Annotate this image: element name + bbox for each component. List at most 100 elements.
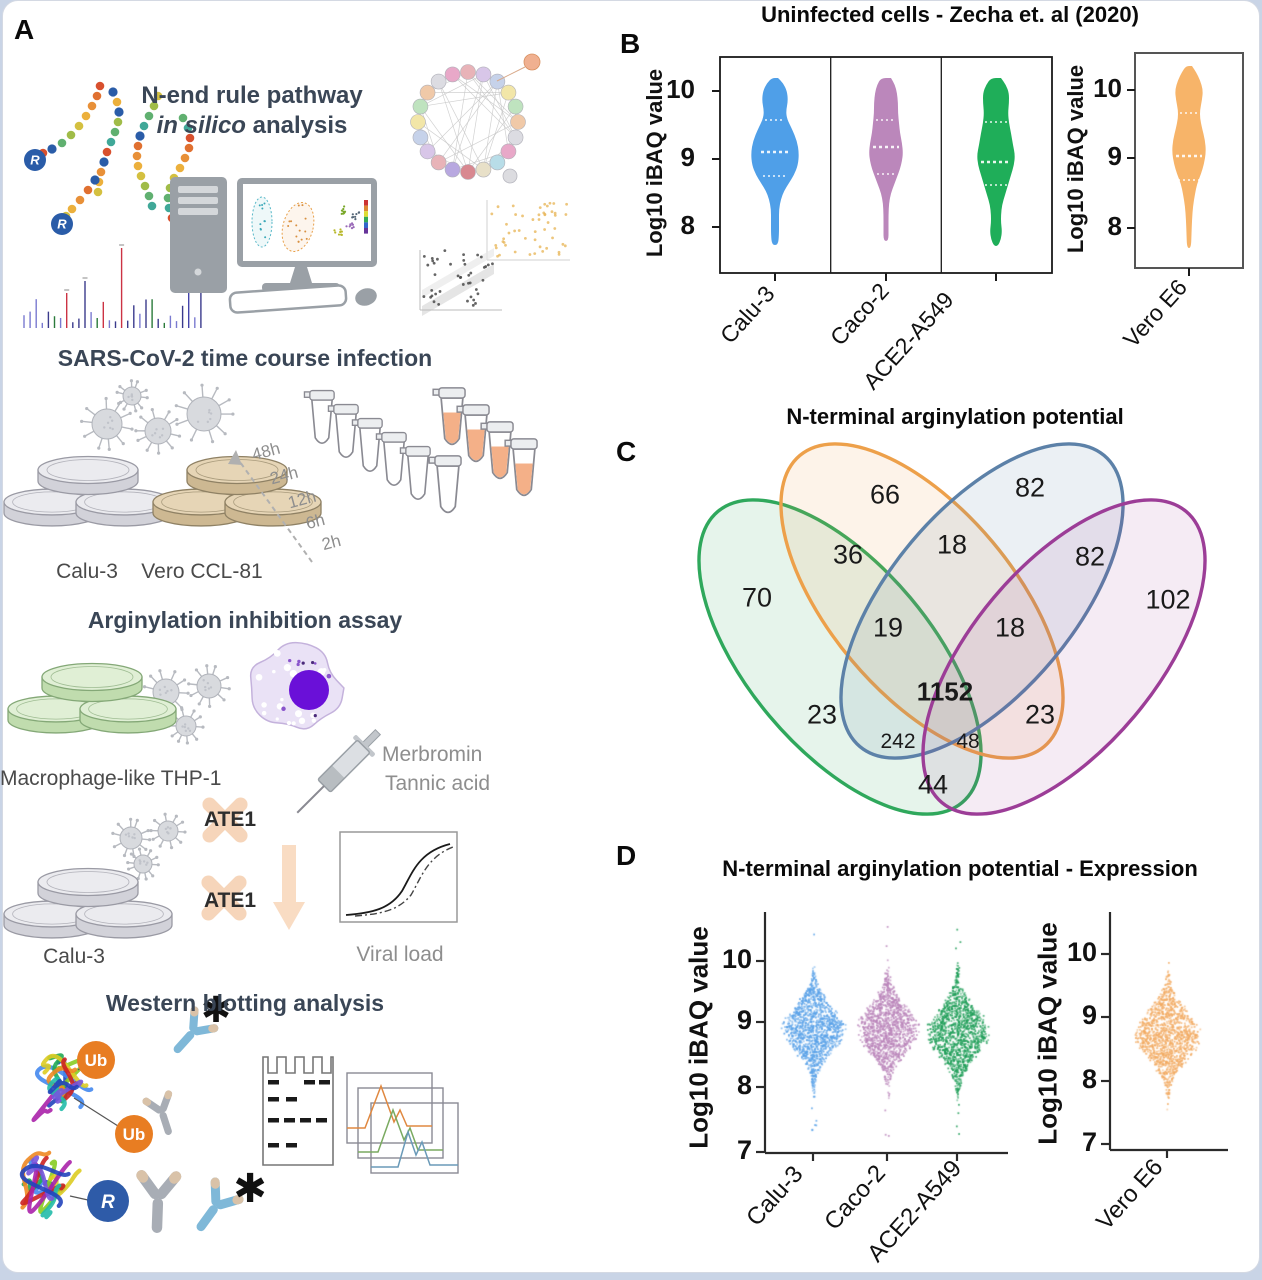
ubiquitin-badge-icon <box>77 1041 115 1079</box>
panel-b-title: Uninfected cells - Zecha et. al (2020) <box>761 2 1139 27</box>
d-ytick-10: 10 <box>721 944 752 974</box>
protein-structure-icons <box>19 1053 94 1220</box>
viral-load-label: Viral load <box>356 943 444 966</box>
insilico-rest: analysis <box>245 112 348 139</box>
virus-icon <box>167 707 205 745</box>
densitometry-traces-icon <box>346 1072 459 1174</box>
venn-count-op: 23 <box>1024 699 1056 730</box>
petri-dish-icon <box>75 488 173 527</box>
panel-d-label: D <box>616 840 637 871</box>
virus-icon <box>187 664 231 708</box>
venn-count-all: 1152 <box>916 676 974 707</box>
r-label: R <box>30 153 40 168</box>
ate1-crossed-out-icon <box>201 797 248 921</box>
ub-label: Ub <box>85 1051 108 1070</box>
thp1-label: Macrophage-like THP-1 <box>0 767 222 790</box>
venn-count-green: 70 <box>741 582 773 613</box>
petri-dish-icon <box>75 900 173 939</box>
antibody-icon <box>136 1170 182 1233</box>
microtube-icon <box>351 417 383 472</box>
microtube-icon <box>303 389 335 444</box>
ate1-label-2: ATE1 <box>203 889 257 912</box>
b-ytick-9: 9 <box>680 142 695 172</box>
ub-label: Ub <box>123 1125 146 1144</box>
venn-count-ob: 18 <box>936 529 968 560</box>
petri-dish-icon <box>224 488 322 527</box>
computer-icon <box>170 177 377 314</box>
gray-scatterplot-icon <box>419 248 502 316</box>
venn-count-go: 36 <box>832 539 864 570</box>
venn-count-orange: 66 <box>869 479 901 510</box>
b-vero-ytick-9: 9 <box>1107 141 1122 171</box>
venn-diagram <box>697 442 1207 816</box>
western-blot-icons: Ub Ub R ✱ ✱ <box>19 989 459 1233</box>
antibody-icon <box>142 1090 173 1136</box>
gel-comb-icon <box>262 1056 334 1166</box>
antibody-icon <box>196 1177 244 1232</box>
petri-dish-stacks-icon <box>3 455 322 939</box>
venn-count-bp: 82 <box>1074 541 1106 572</box>
venn-count-gop: 48 <box>956 730 980 753</box>
virus-particles-icon <box>80 379 235 881</box>
viral-load-curve-icon <box>339 831 458 923</box>
asterisk-icon: ✱ <box>233 1167 267 1211</box>
b-vero-ytick-8: 8 <box>1107 211 1122 241</box>
panel-c-label: C <box>616 436 637 467</box>
virus-icon <box>115 379 149 413</box>
timecourse-arrow-icon <box>228 450 313 563</box>
merbromin-label: Merbromin <box>382 743 483 766</box>
petri-dish-icon <box>79 695 177 734</box>
virus-icon <box>80 396 134 451</box>
microtube-icon <box>327 403 359 458</box>
insilico-subtitle: in silico analysis <box>102 112 402 140</box>
petri-dish-icon <box>186 455 288 496</box>
ubiquitin-badge-icon <box>115 1115 153 1153</box>
orange-scatterplot-icon <box>486 200 570 261</box>
western-title: Western blotting analysis <box>105 990 385 1016</box>
microtube-icon <box>432 387 466 446</box>
virus-icon <box>174 383 235 444</box>
antibody-icon <box>173 1006 219 1054</box>
ate1-label-1: ATE1 <box>203 808 257 831</box>
r-label: R <box>101 1192 115 1213</box>
d-ytick-9: 9 <box>736 1005 752 1035</box>
panel-d-title: N-terminal arginylation potential - Expr… <box>722 856 1198 881</box>
microtube-icon <box>399 445 431 500</box>
venn-count-gb: 23 <box>806 699 838 730</box>
antibody-icons <box>136 1006 244 1233</box>
virus-icon <box>126 847 160 881</box>
venn-count-obp: 18 <box>994 612 1026 643</box>
virus-icon <box>111 817 152 859</box>
protein-network-icon <box>410 53 541 184</box>
violin-plot-panel-b <box>712 52 1244 281</box>
virus-icon <box>142 669 190 716</box>
petri-dish-icon <box>41 662 143 703</box>
tannic-acid-label: Tannic acid <box>385 772 491 795</box>
venn-count-gob: 19 <box>872 612 904 643</box>
violin-shape <box>751 78 799 245</box>
mass-spectrum-icon <box>23 244 204 328</box>
calu3-dish-label: Calu-3 <box>56 560 118 583</box>
venn-green-ellipse <box>697 498 983 816</box>
d-vero-ytick-9: 9 <box>1081 1000 1097 1030</box>
virus-icon <box>134 408 182 455</box>
petri-dish-icon <box>37 455 139 496</box>
beeswarm-canvas <box>640 895 1262 1195</box>
venn-count-gbp: 242 <box>880 730 916 753</box>
venn-purple-ellipse <box>921 498 1207 816</box>
r-label: R <box>57 217 67 232</box>
gel-bands-icon <box>268 1080 330 1148</box>
macrophage-cell-icon <box>249 641 345 730</box>
microtube-icon <box>504 438 538 497</box>
microtube-icon <box>428 455 462 514</box>
petri-dish-icon <box>37 867 139 908</box>
timecourse-title: SARS-CoV-2 time course infection <box>57 345 433 371</box>
syringe-icon <box>296 728 382 814</box>
venn-count-blue: 82 <box>1014 472 1046 503</box>
d-vero-ytick-7: 7 <box>1081 1127 1097 1157</box>
venn-orange-ellipse <box>779 442 1065 760</box>
insilico-italic: in silico <box>156 112 246 139</box>
calu3-dish-label-2: Calu-3 <box>43 945 105 968</box>
b-ytick-10: 10 <box>666 74 695 104</box>
